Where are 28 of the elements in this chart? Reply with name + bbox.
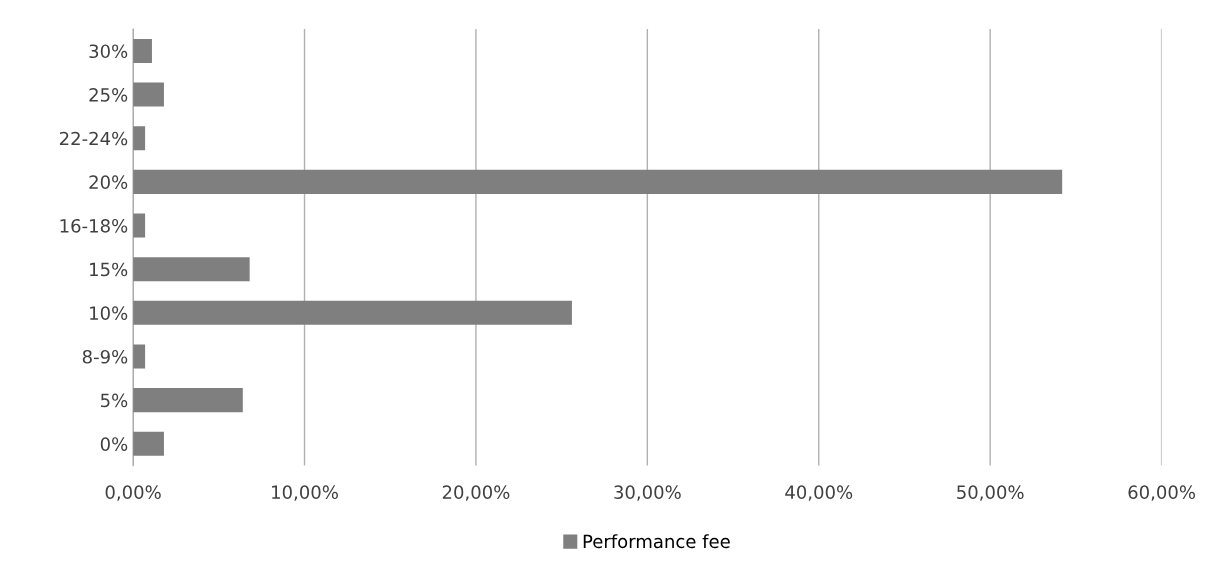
legend-label: Performance fee (583, 534, 730, 549)
bar (133, 344, 146, 369)
x-tick-label: 30,00% (614, 485, 681, 501)
bar (133, 213, 146, 238)
x-tick-label: 40,00% (785, 485, 853, 501)
bar (133, 431, 164, 456)
x-tick-label: 10,00% (272, 485, 338, 501)
y-tick-label: 15% (90, 262, 128, 277)
bar (133, 388, 243, 413)
x-tick-label: 60,00% (1128, 485, 1196, 501)
y-tick-label: 8-9% (82, 349, 128, 364)
x-tick-label: 0,00% (105, 485, 161, 501)
x-tick-label: 50,00% (957, 485, 1024, 501)
bar (133, 257, 250, 282)
y-tick-label: 22-24% (59, 131, 128, 146)
y-tick-label: 16-18% (60, 218, 128, 233)
y-tick-label: 5% (100, 393, 128, 408)
bar (133, 126, 146, 151)
y-tick-label: 10% (90, 306, 128, 320)
y-tick-label: 25% (89, 88, 128, 102)
bar (133, 169, 1063, 194)
bar (133, 82, 164, 107)
y-tick-label: 20% (89, 175, 128, 189)
x-tick-label: 20,00% (442, 485, 510, 501)
y-tick-label: 30% (89, 44, 128, 59)
bar (133, 38, 152, 63)
bar (133, 300, 572, 325)
y-tick-label: 0% (100, 437, 128, 451)
